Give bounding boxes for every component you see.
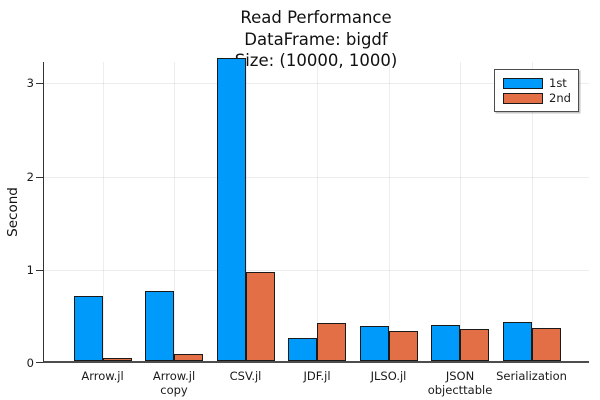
legend-item-1st: 1st	[503, 76, 571, 90]
plot-area: 0 1 2 3 Arrow.jl Arrow.jl copy CSV.jl JDF.jl JLS…	[27, 58, 589, 397]
bar-2nd-CSV.jl	[245, 272, 275, 361]
legend-label-2nd: 2nd	[549, 91, 571, 105]
chart-title-line-3: Size: (10000, 1000)	[234, 51, 398, 70]
bar-2nd-JDF.jl	[317, 322, 346, 361]
bar-1st-Arrow.jl	[73, 295, 103, 361]
bar-2nd-JLSO.jl	[388, 331, 418, 361]
legend-swatch-2nd	[503, 92, 543, 104]
x-tick-label: JSON objecttable	[427, 369, 493, 397]
bar-1st-CSV.jl	[216, 58, 246, 361]
bar-1st-Serialization	[502, 321, 532, 361]
bar-2nd-Arrow.jl-copy	[174, 354, 203, 361]
gridline-vertical	[102, 62, 104, 361]
gridline-vertical	[460, 62, 461, 361]
bar-1st-Arrow.jl-copy	[145, 291, 174, 361]
bar-2nd-Arrow.jl	[102, 358, 132, 361]
bar-2nd-Serialization	[531, 328, 561, 361]
chart-title-line-2: DataFrame: bigdf	[244, 29, 388, 49]
y-tick-mark	[36, 176, 43, 178]
y-tick-mark	[36, 83, 43, 85]
x-tick-label: Arrow.jl	[81, 369, 124, 383]
y-tick-label: 1	[26, 262, 34, 277]
bar-1st-JSON-objecttable	[431, 324, 460, 361]
gridline-horizontal	[44, 269, 589, 271]
bar-1st-JDF.jl	[288, 337, 317, 361]
chart-title-line-1: Read Performance	[240, 8, 392, 27]
legend-label-1st: 1st	[549, 76, 567, 90]
x-tick-label: JDF.jl	[303, 369, 331, 383]
gridline-horizontal	[44, 83, 589, 85]
y-tick-label: 2	[26, 169, 34, 184]
bar-2nd-JSON-objecttable	[460, 329, 489, 361]
gridline-vertical	[317, 62, 318, 361]
gridline-vertical	[388, 62, 390, 361]
bar-1st-JLSO.jl	[359, 325, 389, 361]
y-axis-label: Second	[5, 187, 21, 237]
gridline-vertical	[245, 62, 247, 361]
gridline-horizontal	[44, 176, 589, 178]
legend-item-2nd: 2nd	[503, 91, 571, 105]
legend-swatch-1st	[503, 77, 543, 89]
x-tick-label: JLSO.jl	[370, 369, 407, 383]
gridline-vertical	[174, 62, 175, 361]
legend: 1st 2nd	[494, 69, 579, 112]
x-tick-label: Serialization	[496, 369, 567, 383]
y-tick-label: 0	[26, 356, 34, 370]
x-tick-label: Arrow.jl copy	[152, 369, 196, 397]
x-tick-label: CSV.jl	[229, 369, 262, 383]
y-tick-mark	[36, 269, 43, 271]
y-tick-mark	[36, 362, 43, 363]
chart-title: Read Performance DataFrame: bigdf Size: …	[43, 7, 589, 72]
gridline-vertical	[531, 62, 533, 361]
y-tick-label: 3	[26, 76, 34, 91]
